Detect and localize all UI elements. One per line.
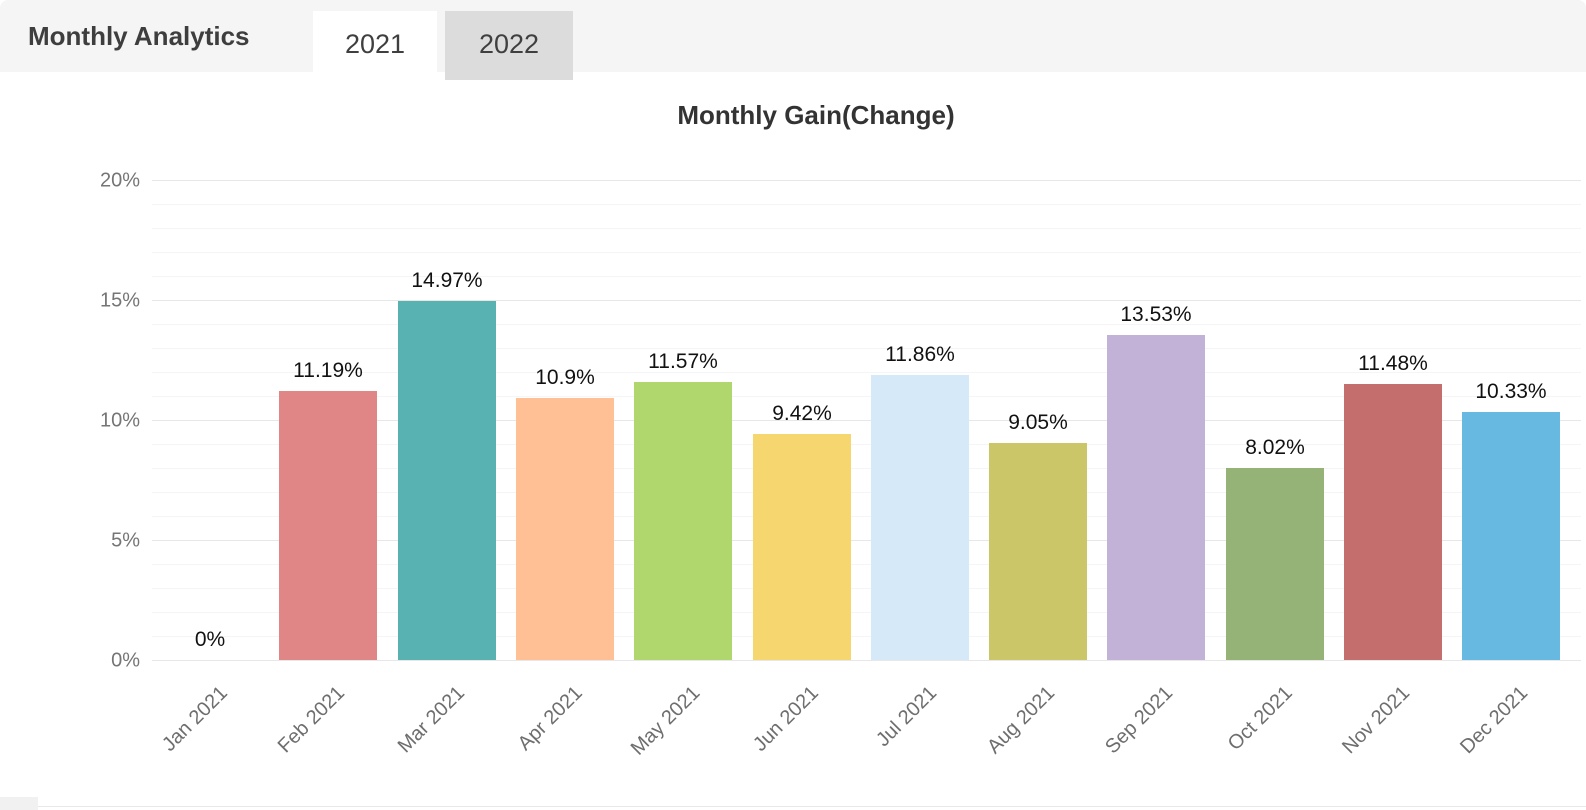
x-axis-label-oct-2021: Oct 2021 xyxy=(1223,682,1297,755)
bar-jul-2021[interactable] xyxy=(871,375,969,660)
gridline-minor xyxy=(152,228,1581,229)
y-axis-tick-label: 15% xyxy=(99,289,140,312)
gridline-major xyxy=(152,180,1581,181)
gridline-major xyxy=(152,540,1581,541)
x-axis-label-sep-2021: Sep 2021 xyxy=(1101,682,1178,759)
chart-title: Monthly Gain(Change) xyxy=(677,100,955,130)
gridline-major xyxy=(152,300,1581,301)
bar-mar-2021[interactable] xyxy=(398,301,496,660)
bar-value-label-nov-2021: 11.48% xyxy=(1358,352,1428,375)
gridline-minor xyxy=(152,492,1581,493)
gridline-minor xyxy=(152,636,1581,637)
x-axis-label-apr-2021: Apr 2021 xyxy=(513,682,587,755)
y-axis-tick-label: 20% xyxy=(99,169,140,192)
bar-may-2021[interactable] xyxy=(634,382,732,660)
gridline-minor xyxy=(152,396,1581,397)
bar-value-label-dec-2021: 10.33% xyxy=(1475,380,1547,403)
x-axis-label-jan-2021: Jan 2021 xyxy=(157,682,232,756)
gridline-minor xyxy=(152,564,1581,565)
gridline-minor xyxy=(152,468,1581,469)
gridline-minor xyxy=(152,324,1581,325)
bar-jun-2021[interactable] xyxy=(753,434,851,660)
bar-apr-2021[interactable] xyxy=(516,398,614,660)
gridline-major xyxy=(152,660,1581,661)
gridline-minor xyxy=(152,204,1581,205)
bar-value-label-jun-2021: 9.42% xyxy=(772,402,832,425)
y-axis-tick-label: 0% xyxy=(111,649,140,672)
gridline-minor xyxy=(152,588,1581,589)
y-axis-tick-label: 5% xyxy=(111,529,140,552)
page-title: Monthly Analytics xyxy=(28,21,250,51)
bar-value-label-jan-2021: 0% xyxy=(194,628,226,651)
bar-value-label-feb-2021: 11.19% xyxy=(293,359,363,382)
x-axis-label-feb-2021: Feb 2021 xyxy=(274,682,350,758)
gridline-minor xyxy=(152,252,1581,253)
scrollbar-corner xyxy=(0,797,38,810)
bar-value-label-sep-2021: 13.53% xyxy=(1120,303,1192,326)
bottom-divider xyxy=(38,806,1586,807)
bar-feb-2021[interactable] xyxy=(279,391,377,660)
bar-value-label-may-2021: 11.57% xyxy=(648,350,718,373)
x-axis-label-mar-2021: Mar 2021 xyxy=(393,682,469,758)
y-axis-tick-label: 10% xyxy=(99,409,140,432)
tab-2021[interactable]: 2021 xyxy=(313,11,437,80)
bar-value-label-aug-2021: 9.05% xyxy=(1008,411,1068,434)
x-axis-label-jul-2021: Jul 2021 xyxy=(872,682,942,752)
x-axis-label-jun-2021: Jun 2021 xyxy=(748,682,823,756)
bar-nov-2021[interactable] xyxy=(1344,384,1442,660)
bar-value-label-oct-2021: 8.02% xyxy=(1245,436,1305,459)
bar-aug-2021[interactable] xyxy=(989,443,1087,660)
bar-value-label-mar-2021: 14.97% xyxy=(411,269,483,292)
bar-value-label-apr-2021: 10.9% xyxy=(535,366,595,389)
bar-dec-2021[interactable] xyxy=(1462,412,1560,660)
gridline-minor xyxy=(152,276,1581,277)
tab-2022[interactable]: 2022 xyxy=(445,11,573,80)
bar-sep-2021[interactable] xyxy=(1107,335,1205,660)
x-axis-label-nov-2021: Nov 2021 xyxy=(1338,682,1415,759)
gridline-minor xyxy=(152,372,1581,373)
x-axis-label-dec-2021: Dec 2021 xyxy=(1456,682,1533,759)
gridline-minor xyxy=(152,444,1581,445)
gridline-minor xyxy=(152,612,1581,613)
header-bar: Monthly Analytics 2021 2022 xyxy=(0,0,1586,80)
x-axis-label-aug-2021: Aug 2021 xyxy=(983,682,1060,759)
gridline-major xyxy=(152,420,1581,421)
bar-oct-2021[interactable] xyxy=(1226,468,1324,660)
bar-value-label-jul-2021: 11.86% xyxy=(885,343,955,366)
gridline-minor xyxy=(152,516,1581,517)
x-axis-label-may-2021: May 2021 xyxy=(626,682,705,760)
gridline-minor xyxy=(152,348,1581,349)
